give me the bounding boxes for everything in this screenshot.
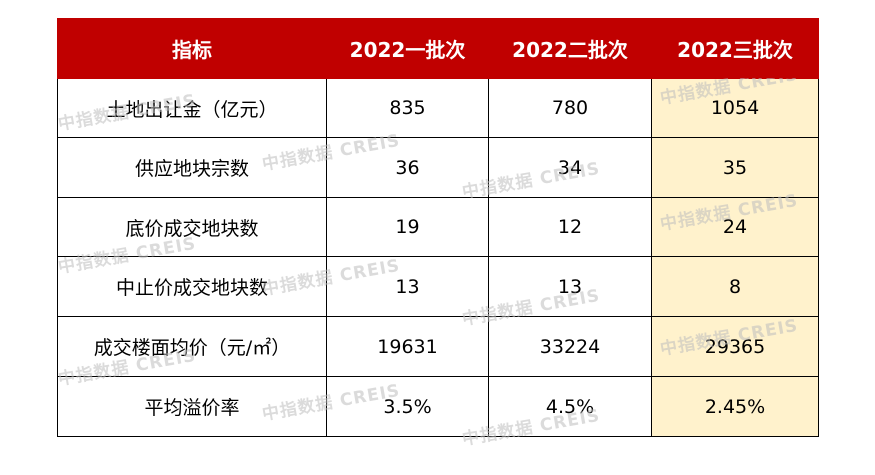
cell-batch-3: 35: [651, 137, 819, 198]
table-row: 土地出让金（亿元） 835 780 1054: [57, 78, 819, 138]
cell-batch-1: 835: [326, 78, 489, 138]
row-label: 平均溢价率: [57, 376, 327, 437]
cell-batch-3: 2.45%: [651, 376, 819, 437]
cell-batch-1: 3.5%: [326, 376, 489, 437]
header-batch-1: 2022一批次: [326, 18, 489, 79]
cell-batch-3: 1054: [651, 78, 819, 138]
table-row: 平均溢价率 3.5% 4.5% 2.45%: [57, 376, 819, 437]
land-auction-table: 指标 2022一批次 2022二批次 2022三批次 土地出让金（亿元） 835…: [57, 18, 819, 437]
table-row: 成交楼面均价（元/㎡） 19631 33224 29365: [57, 316, 819, 377]
table-header: 指标 2022一批次 2022二批次 2022三批次: [57, 18, 819, 79]
header-batch-2: 2022二批次: [488, 18, 652, 79]
header-row: 指标 2022一批次 2022二批次 2022三批次: [57, 18, 819, 79]
row-label: 供应地块宗数: [57, 137, 327, 198]
cell-batch-1: 13: [326, 256, 489, 317]
cell-batch-2: 13: [488, 256, 652, 317]
cell-batch-2: 34: [488, 137, 652, 198]
row-label: 土地出让金（亿元）: [57, 78, 327, 138]
table-row: 供应地块宗数 36 34 35: [57, 137, 819, 198]
cell-batch-3: 8: [651, 256, 819, 317]
table-body: 土地出让金（亿元） 835 780 1054 供应地块宗数 36 34 35 底…: [57, 78, 819, 437]
table-row: 底价成交地块数 19 12 24: [57, 197, 819, 257]
cell-batch-2: 4.5%: [488, 376, 652, 437]
row-label: 中止价成交地块数: [57, 256, 327, 317]
cell-batch-2: 12: [488, 197, 652, 257]
cell-batch-2: 33224: [488, 316, 652, 377]
cell-batch-2: 780: [488, 78, 652, 138]
row-label: 成交楼面均价（元/㎡）: [57, 316, 327, 377]
header-batch-3: 2022三批次: [651, 18, 819, 79]
cell-batch-1: 19631: [326, 316, 489, 377]
cell-batch-1: 19: [326, 197, 489, 257]
header-indicator: 指标: [57, 18, 327, 79]
cell-batch-3: 29365: [651, 316, 819, 377]
land-auction-table-container: 指标 2022一批次 2022二批次 2022三批次 土地出让金（亿元） 835…: [57, 18, 819, 437]
table-row: 中止价成交地块数 13 13 8: [57, 256, 819, 317]
cell-batch-3: 24: [651, 197, 819, 257]
row-label: 底价成交地块数: [57, 197, 327, 257]
cell-batch-1: 36: [326, 137, 489, 198]
